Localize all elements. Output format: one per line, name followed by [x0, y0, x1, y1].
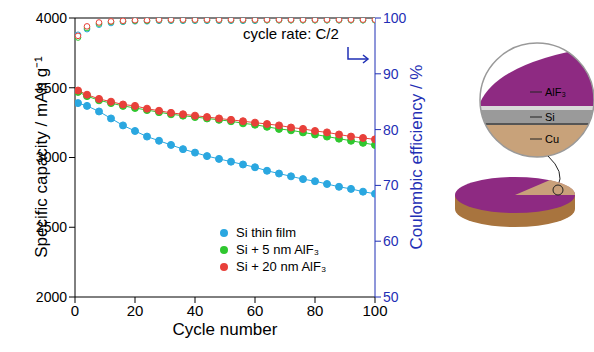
svg-text:20: 20	[127, 302, 144, 319]
svg-text:40: 40	[187, 302, 204, 319]
svg-text:Cu: Cu	[545, 133, 559, 145]
svg-text:80: 80	[307, 302, 324, 319]
svg-text:50: 50	[383, 289, 399, 305]
svg-text:AlF₃: AlF₃	[545, 86, 566, 98]
svg-text:80: 80	[383, 122, 399, 138]
svg-text:2000: 2000	[36, 289, 67, 305]
svg-text:90: 90	[383, 66, 399, 82]
svg-text:70: 70	[383, 177, 399, 193]
svg-text:60: 60	[247, 302, 264, 319]
svg-text:0: 0	[71, 302, 79, 319]
svg-text:Si: Si	[545, 111, 555, 123]
svg-text:60: 60	[383, 233, 399, 249]
svg-text:100: 100	[383, 10, 407, 26]
svg-text:4000: 4000	[36, 10, 67, 26]
